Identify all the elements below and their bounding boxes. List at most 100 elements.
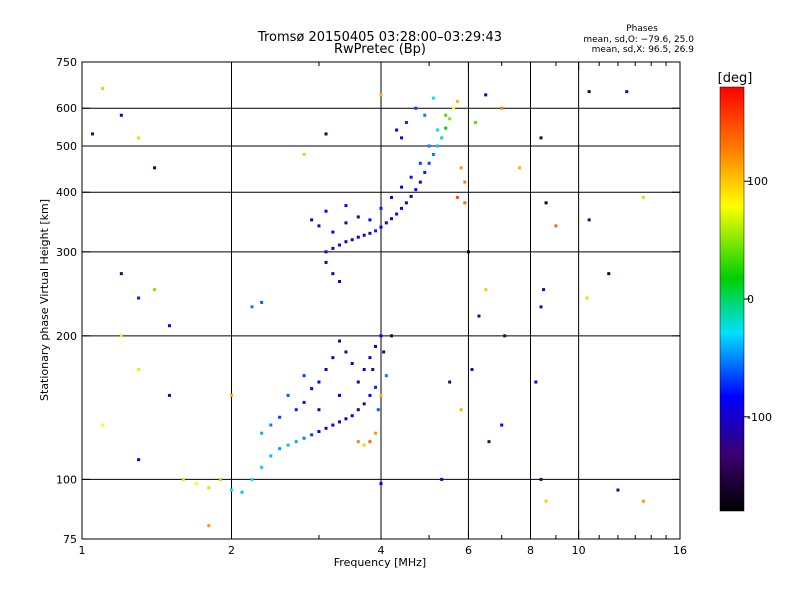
data-point <box>554 224 558 228</box>
data-point <box>544 499 548 503</box>
data-point <box>356 235 360 239</box>
data-point <box>404 201 408 205</box>
data-point <box>286 393 290 397</box>
data-point <box>625 90 629 94</box>
data-point <box>153 166 157 170</box>
data-point <box>331 356 335 360</box>
data-point <box>390 195 394 199</box>
data-point <box>167 393 171 397</box>
y-tick-label: 750 <box>56 56 77 69</box>
data-point <box>302 374 306 378</box>
data-point <box>331 246 335 250</box>
data-point <box>382 350 386 354</box>
data-point <box>356 440 360 444</box>
stats-line-x: mean, sd,X: 96.5, 26.9 <box>592 45 695 55</box>
y-tick-label: 300 <box>56 246 77 259</box>
data-point <box>431 96 435 100</box>
data-point <box>418 161 422 165</box>
data-point <box>356 408 360 412</box>
data-point <box>390 217 394 221</box>
data-point <box>260 300 264 304</box>
data-point <box>207 524 211 528</box>
data-point <box>230 393 233 397</box>
y-tick-label: 500 <box>56 140 77 153</box>
data-point <box>181 477 185 481</box>
data-point <box>477 314 481 318</box>
data-point <box>324 260 328 264</box>
data-point <box>324 132 328 136</box>
x-tick-label: 8 <box>527 544 534 557</box>
data-point <box>436 144 440 148</box>
data-point <box>539 136 543 140</box>
data-point <box>344 221 348 225</box>
data-point <box>294 440 298 444</box>
data-point <box>544 201 548 205</box>
data-point <box>423 113 427 117</box>
data-point <box>395 212 399 216</box>
data-point <box>374 344 378 348</box>
data-point <box>379 206 383 210</box>
data-point <box>409 194 413 198</box>
data-point <box>459 408 463 412</box>
data-point <box>119 334 123 338</box>
x-tick-label: 2 <box>228 544 235 557</box>
x-tick-label: 1 <box>79 544 86 557</box>
data-point <box>344 240 348 244</box>
x-axis-label: Frequency [MHz] <box>334 556 426 569</box>
data-point <box>362 443 366 447</box>
data-point <box>324 426 328 430</box>
data-point <box>137 458 141 462</box>
x-tick-label: 16 <box>673 544 687 557</box>
data-point <box>616 488 620 492</box>
data-point <box>324 367 328 371</box>
data-point <box>448 117 452 121</box>
data-point <box>331 230 335 234</box>
x-tick-label: 6 <box>465 544 472 557</box>
data-point <box>414 106 418 110</box>
data-point <box>404 121 408 125</box>
data-point <box>278 415 282 419</box>
data-point <box>384 221 388 225</box>
data-point <box>400 136 404 140</box>
data-point <box>310 433 314 437</box>
data-point <box>448 380 452 384</box>
data-point <box>587 218 591 222</box>
data-point <box>317 380 321 384</box>
data-point <box>356 215 360 219</box>
data-point <box>376 408 380 412</box>
data-point <box>338 393 342 397</box>
data-point <box>250 477 254 481</box>
data-point <box>368 440 372 444</box>
data-point <box>331 423 335 427</box>
data-point <box>368 356 372 360</box>
data-point <box>119 272 123 276</box>
data-point <box>641 195 645 199</box>
data-point <box>463 180 467 184</box>
data-point <box>344 350 348 354</box>
data-point <box>534 380 538 384</box>
data-point <box>587 90 591 94</box>
data-point <box>503 334 507 338</box>
data-point <box>91 132 95 136</box>
data-point <box>384 374 388 378</box>
y-axis: 75 100 200 300 400 500 600 750 <box>56 56 680 546</box>
data-point <box>431 152 435 156</box>
data-point <box>302 436 306 440</box>
data-point <box>269 454 273 458</box>
data-point <box>379 93 383 97</box>
y-tick-label: 200 <box>56 330 77 343</box>
data-point <box>463 201 467 205</box>
data-point <box>194 482 198 486</box>
data-point <box>101 86 105 90</box>
data-point <box>539 305 543 309</box>
data-point <box>374 385 378 389</box>
data-point <box>539 477 543 481</box>
data-point <box>350 361 354 365</box>
colorbar-tick-label: -100 <box>747 411 772 424</box>
x-axis: 1 2 4 6 8 10 16 <box>79 62 687 557</box>
data-point <box>137 367 141 371</box>
colorbar-gradient <box>719 86 745 512</box>
data-point <box>260 431 264 435</box>
data-point <box>350 238 354 242</box>
